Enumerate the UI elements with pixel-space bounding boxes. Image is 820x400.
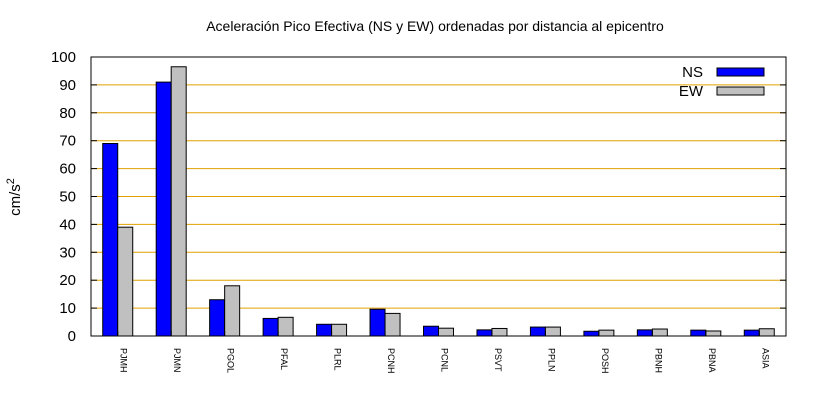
y-tick-label: 80 [59, 105, 76, 122]
legend: NS EW [679, 64, 765, 100]
bar-ew-pcnh [384, 312, 401, 337]
x-tick-label: PBNA [707, 348, 717, 373]
y-tick-label: 100 [51, 49, 76, 66]
bar-ew-plrl [331, 323, 348, 337]
bar-ew-pgol [224, 285, 241, 337]
y-tick-label: 50 [59, 189, 76, 206]
x-tick-label: PCNL [440, 348, 450, 372]
y-tick-label: 70 [59, 133, 76, 150]
x-tick-label: PJMN [172, 348, 182, 373]
x-tick-label: PLRL [333, 348, 343, 371]
bar-ns-ppln [529, 326, 546, 337]
bar-ew-posh [598, 329, 615, 337]
bar-ew-ppln [544, 326, 561, 337]
y-tick-label: 20 [59, 272, 76, 289]
bar-ns-pjmh [102, 142, 119, 337]
bar-ns-pbna [690, 329, 707, 337]
x-tick-label: PGOL [226, 348, 236, 373]
plot-frame [90, 56, 787, 337]
legend-swatch-ew [716, 86, 765, 96]
bar-ns-pgol [209, 299, 226, 337]
bar-ns-pcnl [423, 325, 439, 337]
chart-title: Aceleración Pico Efectiva (NS y EW) orde… [206, 18, 664, 34]
bar-ns-pbnh [636, 329, 653, 337]
grid-lines [91, 84, 786, 309]
legend-label-ns: NS [682, 64, 703, 81]
y-tick-label: 40 [59, 216, 76, 233]
y-tick-label: 90 [59, 77, 76, 94]
bar-ew-pjmn [170, 66, 187, 337]
x-tick-label: PJMH [119, 348, 129, 373]
x-axis-labels: PJMH PJMN PGOL PFAL PLRL PCNH PCNL PSVT PPLN POSH… [117, 331, 770, 374]
bar-ew-pfal [277, 316, 294, 337]
legend-label-ew: EW [679, 83, 704, 100]
bar-ns-psvt [476, 329, 493, 337]
bar-ew-pjmh [117, 226, 134, 337]
y-axis-label-unit: cm/s [7, 184, 24, 216]
x-tick-label: PPLN [546, 348, 556, 372]
bar-ns-asia [743, 329, 760, 337]
bar-ns-pcnh [369, 308, 386, 337]
bar-ns-plrl [316, 323, 333, 337]
y-tick-label: 0 [68, 328, 76, 345]
y-tick-label: 60 [59, 161, 76, 178]
bars [102, 66, 775, 337]
bar-ns-pfal [262, 317, 279, 337]
bar-ew-asia [758, 328, 775, 337]
y-tick-label: 10 [59, 300, 76, 317]
y-axis-label: cm/s2 [5, 178, 24, 216]
y-tick-label: 30 [59, 244, 76, 261]
bar-ns-posh [583, 330, 600, 337]
bar-ew-pbna [705, 330, 722, 337]
y-axis-ticks: 0 10 20 30 40 50 60 70 80 90 100 [51, 49, 786, 345]
x-tick-label: PCNH [386, 348, 396, 374]
x-tick-label: PSVT [493, 348, 503, 372]
bar-ns-pjmn [155, 81, 172, 337]
legend-swatch-ns [716, 67, 765, 77]
y-axis-label-exponent: 2 [5, 178, 17, 184]
bar-ew-pcnl [438, 327, 454, 337]
x-tick-label: ASIA [760, 348, 770, 369]
x-tick-label: PBNH [653, 348, 663, 373]
x-tick-label: PFAL [279, 348, 289, 370]
bar-ew-psvt [491, 327, 508, 337]
bar-ew-pbnh [651, 328, 668, 337]
x-tick-label: POSH [600, 348, 610, 374]
